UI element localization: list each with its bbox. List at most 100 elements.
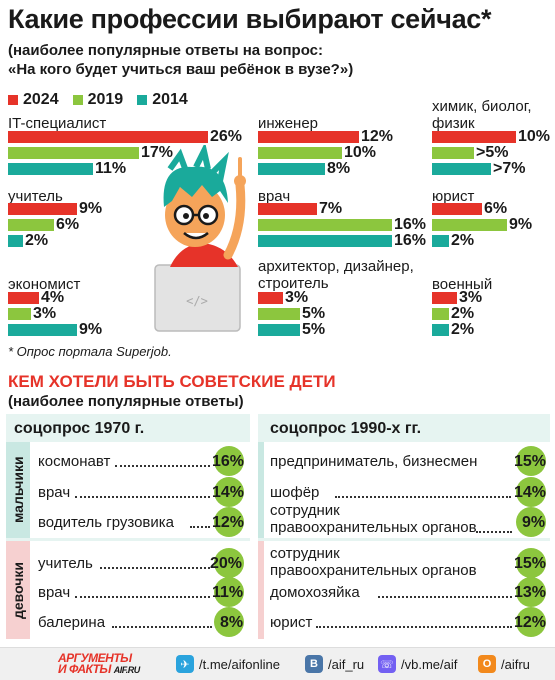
percent-circle (516, 507, 546, 537)
list-item: предприниматель, бизнесмен (270, 454, 477, 470)
percent-circle (214, 446, 244, 476)
data-label: 11% (95, 160, 127, 177)
data-label: 8% (327, 160, 351, 177)
bar-2019 (258, 147, 342, 159)
bar-2014 (8, 235, 23, 247)
category-label: архитектор, дизайнер, строитель (258, 258, 414, 292)
boys-section-left (6, 442, 250, 538)
percent-circle (214, 507, 244, 537)
data-label: 10% (344, 144, 377, 161)
social-link-telegram[interactable]: ✈ /t.me/aifonline (176, 655, 280, 673)
category-label: врач (258, 188, 291, 205)
bar-2014 (8, 163, 93, 175)
category-label: химик, биолог, физик (432, 98, 532, 132)
percent-circle (516, 607, 546, 637)
percent-value: 11% (212, 584, 244, 601)
percent-value: 9% (522, 514, 546, 531)
percent-circle (516, 548, 546, 578)
social-link-text: /vb.me/aif (401, 656, 458, 672)
social-link-vk[interactable]: В/aif_ru (305, 655, 364, 673)
data-label: 9% (79, 200, 103, 217)
legend-swatch (137, 95, 148, 105)
legend-label: 2014 (152, 91, 188, 108)
list-item: сотрудник (270, 546, 340, 562)
data-label: 2% (451, 305, 475, 322)
logo-line2: И ФАКТЫ (58, 662, 111, 676)
data-label: 16% (394, 216, 427, 233)
bar-2019 (8, 219, 54, 231)
bar-2019 (258, 219, 392, 231)
social-link-viber[interactable]: ☏ /vb.me/aif (378, 655, 457, 673)
profession-label-line1: сотрудник (270, 545, 340, 562)
dotted-leader (316, 626, 512, 628)
list-item: сотрудник (270, 503, 340, 519)
profession-label-line2: правоохранительных органов (270, 562, 477, 579)
ok-icon: О (478, 655, 496, 673)
data-label: 3% (285, 289, 309, 306)
dotted-leader (476, 531, 512, 533)
bar-2019 (258, 308, 300, 320)
profession-label: врач (38, 584, 71, 601)
legend-swatch (72, 95, 83, 105)
category-label: учитель (8, 188, 63, 205)
profession-label: учитель (38, 555, 93, 572)
footnote: * Опрос портала Superjob. (8, 344, 172, 359)
list-item: врач (38, 485, 70, 501)
percent-value: 16% (212, 453, 245, 470)
profession-label: врач (38, 484, 71, 501)
data-label: 5% (302, 305, 326, 322)
telegram-icon: ✈ (176, 655, 194, 673)
panel-header-1990s: соцопрос 1990-х гг. (270, 420, 422, 437)
percent-value: 15% (514, 453, 547, 470)
dotted-leader (112, 626, 212, 628)
panel-header-1970: соцопрос 1970 г. (14, 420, 145, 437)
list-item: космонавт (38, 454, 110, 470)
legend-label: 2024 (23, 91, 59, 108)
bar-2019 (8, 308, 31, 320)
percent-value: 14% (514, 484, 547, 501)
percent-value: 14% (212, 484, 245, 501)
list-item: водитель грузовика (38, 515, 174, 531)
percent-circle (214, 607, 244, 637)
svg-text:</>: </> (186, 294, 208, 308)
page-subtitle-line1: (наиболее популярные ответы на вопрос: (8, 42, 324, 59)
bar-2024 (8, 131, 208, 143)
list-item: домохозяйка (270, 585, 360, 601)
percent-circle (516, 577, 546, 607)
girls-stripe-right (258, 541, 264, 639)
data-label: 9% (79, 321, 103, 338)
profession-label: шофёр (270, 484, 320, 501)
percent-value: 15% (514, 555, 547, 572)
profession-label: домохозяйка (270, 584, 360, 601)
girls-section-left (6, 541, 250, 639)
percent-circle (516, 446, 546, 476)
list-item: юрист (270, 615, 312, 631)
list-item: учитель (38, 556, 93, 572)
list-item: правоохранительных органов (270, 563, 477, 579)
bar-2024 (258, 203, 317, 215)
dotted-leader (75, 496, 210, 498)
percent-value: 12% (212, 514, 245, 531)
girls-section-right (258, 541, 550, 639)
data-label: 4% (41, 289, 65, 306)
data-label: 2% (451, 232, 475, 249)
data-label: 26% (210, 128, 243, 145)
data-label: 3% (33, 305, 57, 322)
social-link-text: /aif_ru (328, 656, 365, 672)
percent-circle (214, 548, 244, 578)
dotted-leader (100, 567, 210, 569)
bar-2019 (432, 147, 474, 159)
data-label: 17% (141, 144, 174, 161)
profession-label: водитель грузовика (38, 514, 175, 531)
aif-logo[interactable]: АРГУМЕНТЫ И ФАКТЫ AIF.RU (58, 652, 140, 676)
footer-bar (0, 647, 555, 680)
percent-value: 20% (210, 555, 243, 572)
social-link-ok[interactable]: О/aifru (478, 655, 530, 673)
data-label: 7% (319, 200, 343, 217)
data-label: >5% (476, 144, 509, 161)
category-label: юрист (432, 188, 475, 205)
social-link-text: /aifru (501, 656, 530, 672)
legend-item-2014: 2014 (137, 91, 188, 109)
bar-2024 (8, 203, 77, 215)
bar-2014 (8, 324, 77, 336)
